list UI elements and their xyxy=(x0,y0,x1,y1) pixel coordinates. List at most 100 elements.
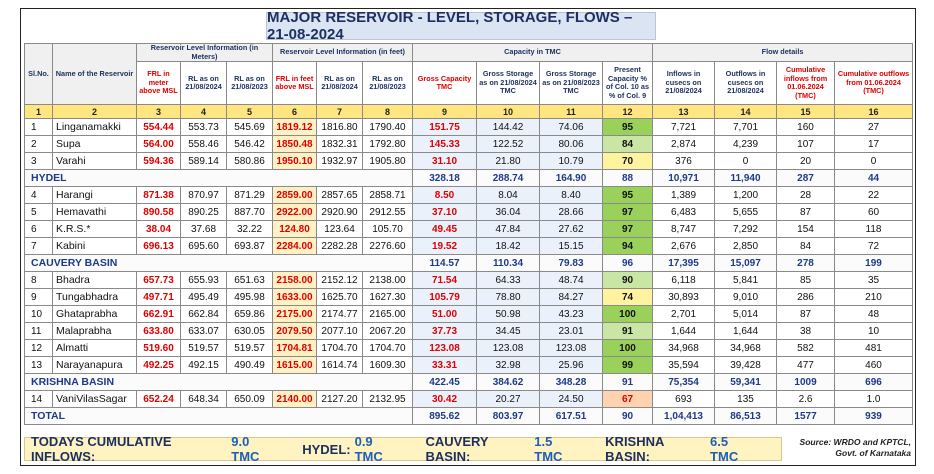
cell-outflows: 2,850 xyxy=(714,237,778,255)
cell-frl-m: 594.36 xyxy=(136,152,181,170)
cell-storage-2023: 48.74 xyxy=(539,271,603,289)
cell-storage-2024: 8.04 xyxy=(476,186,540,204)
cell-name: Kabini xyxy=(52,237,137,255)
cell-gross-capacity: 71.54 xyxy=(412,271,477,289)
cell-cum-outflows: 72 xyxy=(834,237,914,255)
cumulative-inflows-footer: TODAYS CUMULATIVE INFLOWS: 9.0 TMC HYDEL… xyxy=(24,434,782,464)
basin-cell-storage-2023: 617.51 xyxy=(539,407,603,425)
cell-slno: 14 xyxy=(24,390,53,408)
basin-cell-storage-2023: 164.90 xyxy=(539,169,603,187)
cell-rl-m-2024: 648.34 xyxy=(180,390,227,408)
col-header-cum-inflows: Cumulative inflows from 01.06.2024 (TMC) xyxy=(776,61,836,105)
col-header-frl-m: FRL in meter above MSL xyxy=(136,61,181,105)
cell-storage-2023: 74.06 xyxy=(539,118,603,136)
cell-present-pct: 91 xyxy=(601,322,654,340)
cell-cum-outflows: 27 xyxy=(834,118,914,136)
basin-cell-inflows: 75,354 xyxy=(652,373,716,391)
cell-rl-m-2024: 662.84 xyxy=(180,305,227,323)
group-level-meters: Reservoir Level Information (in Meters) xyxy=(136,43,273,62)
cell-gross-capacity: 123.08 xyxy=(412,339,477,357)
cell-inflows: 6,118 xyxy=(652,271,716,289)
column-number: 5 xyxy=(226,104,273,119)
cell-outflows: 135 xyxy=(714,390,778,408)
cell-frl-m: 519.60 xyxy=(136,339,181,357)
column-number: 2 xyxy=(52,104,137,119)
cell-slno: 3 xyxy=(24,152,53,170)
cell-rl-ft-2023: 2276.60 xyxy=(362,237,413,255)
cell-cum-outflows: 10 xyxy=(834,322,914,340)
cell-frl-m: 890.58 xyxy=(136,203,181,221)
cell-inflows: 2,676 xyxy=(652,237,716,255)
column-number: 14 xyxy=(714,104,778,119)
cell-outflows: 0 xyxy=(714,152,778,170)
cell-cum-inflows: 87 xyxy=(776,305,836,323)
cell-rl-m-2023: 580.86 xyxy=(226,152,273,170)
basin-total-row: KRISHNA BASIN 422.45 384.62 348.28 91 75,354 5… xyxy=(24,373,914,391)
cell-rl-m-2024: 519.57 xyxy=(180,339,227,357)
cell-inflows: 30,893 xyxy=(652,288,716,306)
cell-storage-2024: 123.08 xyxy=(476,339,540,357)
cell-rl-ft-2023: 2165.00 xyxy=(362,305,413,323)
cell-cum-inflows: 20 xyxy=(776,152,836,170)
cell-storage-2024: 47.84 xyxy=(476,220,540,238)
cell-cum-outflows: 210 xyxy=(834,288,914,306)
column-number: 11 xyxy=(539,104,603,119)
cell-frl-m: 554.44 xyxy=(136,118,181,136)
reservoir-row: 13 Narayanapura 492.25 492.15 490.49 1615.00 1… xyxy=(24,356,914,374)
cell-slno: 7 xyxy=(24,237,53,255)
cell-rl-ft-2024: 1816.80 xyxy=(316,118,363,136)
cell-storage-2023: 84.27 xyxy=(539,288,603,306)
cell-rl-ft-2023: 2858.71 xyxy=(362,186,413,204)
basin-total-row: HYDEL 328.18 288.74 164.90 88 10,971 11,940 287… xyxy=(24,169,914,187)
col-header-rl-m-2023: RL as on 21/08/2023 xyxy=(226,61,273,105)
cell-outflows: 7,701 xyxy=(714,118,778,136)
cell-storage-2023: 24.50 xyxy=(539,390,603,408)
col-header-cum-outflows: Cumulative outflows from 01.06.2024 (TMC… xyxy=(834,61,914,105)
basin-cell-storage-2024: 803.97 xyxy=(476,407,540,425)
cell-storage-2023: 123.08 xyxy=(539,339,603,357)
basin-cell-present-pct: 91 xyxy=(601,373,654,391)
reservoir-row: 12 Almatti 519.60 519.57 519.57 1704.81 1704.7… xyxy=(24,339,914,357)
basin-cell-cum-inflows: 287 xyxy=(776,169,836,187)
cell-storage-2023: 15.15 xyxy=(539,237,603,255)
cell-rl-ft-2024: 1704.70 xyxy=(316,339,363,357)
basin-cell-inflows: 17,395 xyxy=(652,254,716,272)
basin-cell-outflows: 11,940 xyxy=(714,169,778,187)
cell-slno: 9 xyxy=(24,288,53,306)
footer-value-cauvery: 1.5 TMC xyxy=(534,434,563,464)
cell-cum-inflows: 84 xyxy=(776,237,836,255)
cell-rl-m-2023: 651.63 xyxy=(226,271,273,289)
cell-outflows: 4,239 xyxy=(714,135,778,153)
cell-name: Bhadra xyxy=(52,271,137,289)
cell-cum-outflows: 0 xyxy=(834,152,914,170)
col-header-gross-capacity: Gross Capacity TMC xyxy=(412,61,477,105)
cell-present-pct: 99 xyxy=(601,356,654,374)
basin-total-row: TOTAL 895.62 803.97 617.51 90 1,04,413 86,513 1… xyxy=(24,407,914,425)
cell-present-pct: 94 xyxy=(601,237,654,255)
cell-name: Linganamakki xyxy=(52,118,137,136)
column-number: 16 xyxy=(834,104,914,119)
footer-value-hydel: 0.9 TMC xyxy=(354,434,383,464)
cell-cum-inflows: 85 xyxy=(776,271,836,289)
column-number: 1 xyxy=(24,104,53,119)
cell-rl-ft-2023: 2067.20 xyxy=(362,322,413,340)
cell-cum-inflows: 28 xyxy=(776,186,836,204)
col-header-slno: Sl.No. xyxy=(24,43,53,105)
col-header-outflows: Outflows in cusecs on 21/08/2024 xyxy=(714,61,778,105)
cell-frl-ft: 1850.48 xyxy=(272,135,317,153)
reservoir-row: 10 Ghataprabha 662.91 662.84 659.86 2175.00 21… xyxy=(24,305,914,323)
cell-frl-m: 633.80 xyxy=(136,322,181,340)
reservoir-row: 8 Bhadra 657.73 655.93 651.63 2158.00 2152.12 2… xyxy=(24,271,914,289)
column-number-row: 1 2 3 4 5 6 7 8 9 10 11 12 13 14 15 16 xyxy=(24,104,914,119)
cell-cum-inflows: 582 xyxy=(776,339,836,357)
cell-frl-ft: 1615.00 xyxy=(272,356,317,374)
column-number: 13 xyxy=(652,104,716,119)
cell-rl-m-2024: 495.49 xyxy=(180,288,227,306)
cell-rl-m-2024: 655.93 xyxy=(180,271,227,289)
cell-name: VaniVilasSagar xyxy=(52,390,137,408)
source-note: Source: WRDO and KPTCL, Govt. of Karnata… xyxy=(787,437,911,463)
cell-gross-capacity: 30.42 xyxy=(412,390,477,408)
cell-rl-m-2023: 630.05 xyxy=(226,322,273,340)
footer-value-krishna: 6.5 TMC xyxy=(710,434,739,464)
column-number: 4 xyxy=(180,104,227,119)
